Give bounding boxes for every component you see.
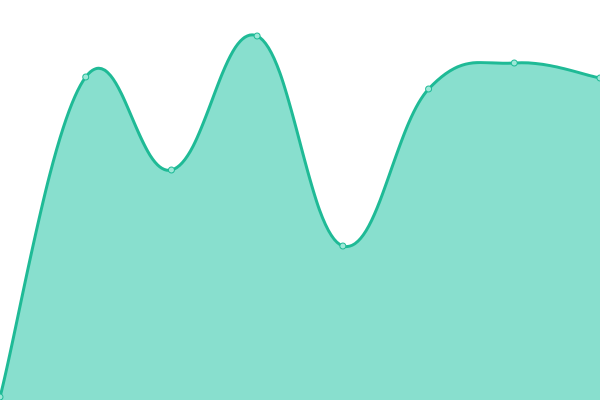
data-point-6 — [510, 59, 518, 67]
data-point-2 — [167, 166, 175, 174]
data-point-3 — [253, 32, 261, 40]
data-point-4 — [339, 242, 347, 250]
area-fill — [0, 34, 600, 400]
series-line — [0, 33, 600, 398]
data-point-0 — [0, 393, 4, 400]
data-point-5 — [425, 85, 433, 93]
data-points — [0, 32, 600, 400]
data-point-1 — [82, 73, 90, 81]
data-point-7 — [596, 74, 600, 82]
